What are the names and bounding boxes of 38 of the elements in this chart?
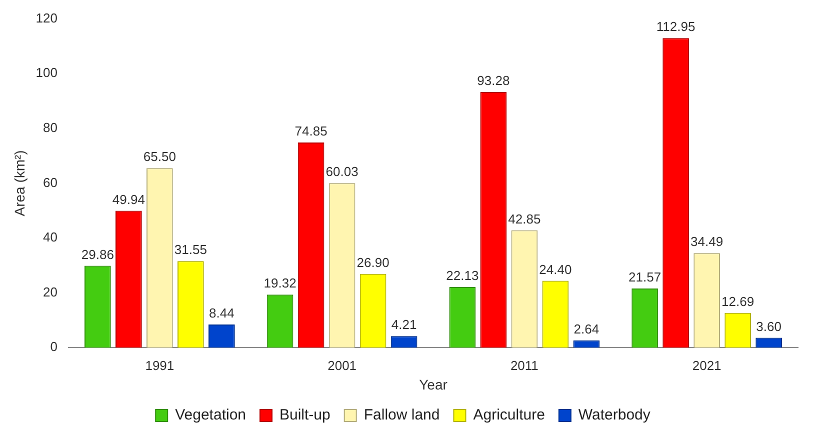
x-tick-label: 1991 xyxy=(145,358,174,373)
data-label: 31.55 xyxy=(174,242,207,258)
data-label: 19.32 xyxy=(264,276,296,291)
legend-label: Built-up xyxy=(280,406,330,424)
y-tick-label: 100 xyxy=(36,65,58,80)
data-label: 3.60 xyxy=(756,318,782,334)
y-tick-label: 20 xyxy=(43,284,58,300)
legend-label: Agriculture xyxy=(473,406,545,424)
y-tick-label: 80 xyxy=(43,120,58,135)
legend-label: Fallow land xyxy=(364,406,440,424)
x-tick-label: 2011 xyxy=(510,358,538,373)
data-label: 2.64 xyxy=(574,321,600,336)
data-label: 8.44 xyxy=(209,306,234,321)
data-label: 42.85 xyxy=(508,211,541,226)
y-tick-label: 0 xyxy=(50,339,58,354)
data-label: 21.57 xyxy=(628,270,662,285)
data-label: 22.13 xyxy=(446,268,479,284)
data-label: 4.21 xyxy=(391,317,417,332)
y-tick-label: 120 xyxy=(36,10,58,26)
data-label: 60.03 xyxy=(326,164,358,180)
data-label: 93.28 xyxy=(477,73,510,88)
y-axis-title: Area (km²) xyxy=(11,150,28,216)
y-tick-label: 40 xyxy=(43,230,58,245)
data-label: 74.85 xyxy=(294,124,328,139)
data-label: 34.49 xyxy=(690,234,724,250)
y-tick-label: 60 xyxy=(43,174,58,190)
legend-label: Waterbody xyxy=(578,406,651,424)
data-label: 26.90 xyxy=(356,254,390,270)
x-tick-label: 2021 xyxy=(692,358,722,373)
x-tick-label: 2001 xyxy=(328,358,357,373)
data-label: 49.94 xyxy=(112,192,145,207)
data-label: 29.86 xyxy=(81,246,114,262)
data-label: 24.40 xyxy=(539,262,572,277)
legend-label: Vegetation xyxy=(175,406,246,424)
data-label: 112.95 xyxy=(656,19,696,34)
x-axis-title: Year xyxy=(419,376,448,392)
data-label: 12.69 xyxy=(722,294,754,309)
data-label: 65.50 xyxy=(143,149,176,164)
